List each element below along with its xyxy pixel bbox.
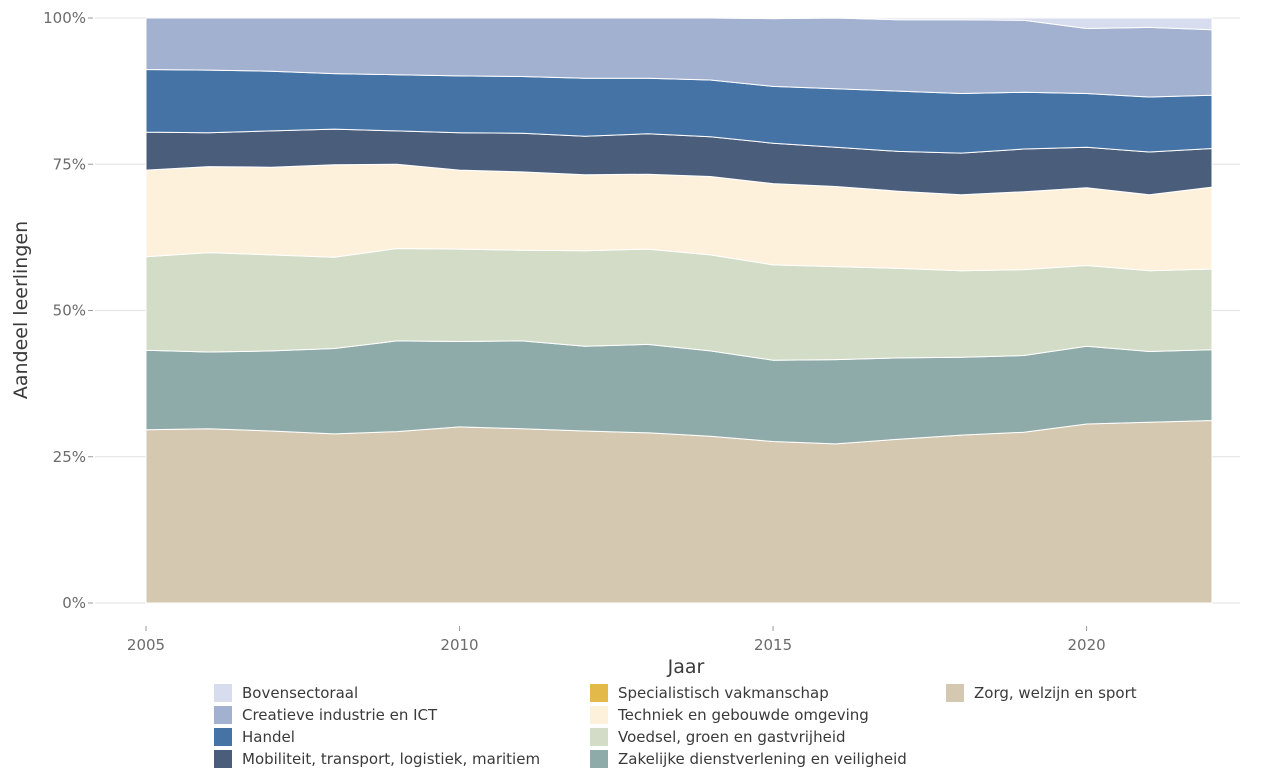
y-tick-label: 100% [43,9,86,27]
legend-label: Bovensectoraal [242,684,358,702]
legend-item-specialistisch-vakmanschap: Specialistisch vakmanschap [590,684,829,702]
legend-swatch [590,684,608,702]
legend-swatch [214,706,232,724]
legend-label: Voedsel, groen en gastvrijheid [618,728,846,746]
legend: Bovensectoraal Creatieve industrie en ICT… [214,684,1137,768]
y-tick-label: 0% [62,594,86,612]
y-tick-label: 75% [53,155,86,173]
legend-item-techniek-en-gebouwde-omgeving: Techniek en gebouwde omgeving [590,706,869,724]
legend-swatch [946,684,964,702]
axis-layer: 0% 25% 50% 75% 100% 2005 2010 2015 2020 [43,9,1106,654]
area-zakelijke-dienstverlening-en-veiligheid [145,340,1213,445]
legend-swatch [214,728,232,746]
legend-swatch [214,750,232,768]
legend-label: Creatieve industrie en ICT [242,706,438,724]
legend-swatch [214,684,232,702]
legend-item-creatieve-industrie-en-ict: Creatieve industrie en ICT [214,706,438,724]
x-tick-label: 2015 [754,636,792,654]
legend-swatch [590,750,608,768]
legend-label: Zorg, welzijn en sport [974,684,1137,702]
area-layer [145,17,1213,604]
legend-label: Handel [242,728,295,746]
legend-item-bovensectoraal: Bovensectoraal [214,684,358,702]
x-axis-title: Jaar [667,656,705,678]
x-tick-label: 2020 [1067,636,1105,654]
area-zorg-welzijn-en-sport [145,419,1213,604]
legend-item-mobiliteit-transport-logistiek-maritiem: Mobiliteit, transport, logistiek, mariti… [214,750,540,768]
area-bovensectoraal [146,17,1213,31]
legend-item-zakelijke-dienstverlening-en-veiligheid: Zakelijke dienstverlening en veiligheid [590,750,907,768]
legend-swatch [590,728,608,746]
legend-item-handel: Handel [214,728,295,746]
y-tick-label: 25% [53,448,86,466]
legend-item-voedsel-groen-en-gastvrijheid: Voedsel, groen en gastvrijheid [590,728,846,746]
legend-item-zorg-welzijn-en-sport: Zorg, welzijn en sport [946,684,1137,702]
legend-label: Specialistisch vakmanschap [618,684,829,702]
y-tick-label: 50% [53,302,86,320]
x-tick-label: 2010 [440,636,478,654]
legend-swatch [590,706,608,724]
y-axis-title: Aandeel leerlingen [10,221,32,399]
legend-label: Zakelijke dienstverlening en veiligheid [618,750,907,768]
legend-label: Mobiliteit, transport, logistiek, mariti… [242,750,540,768]
x-tick-label: 2005 [127,636,165,654]
legend-label: Techniek en gebouwde omgeving [617,706,869,724]
